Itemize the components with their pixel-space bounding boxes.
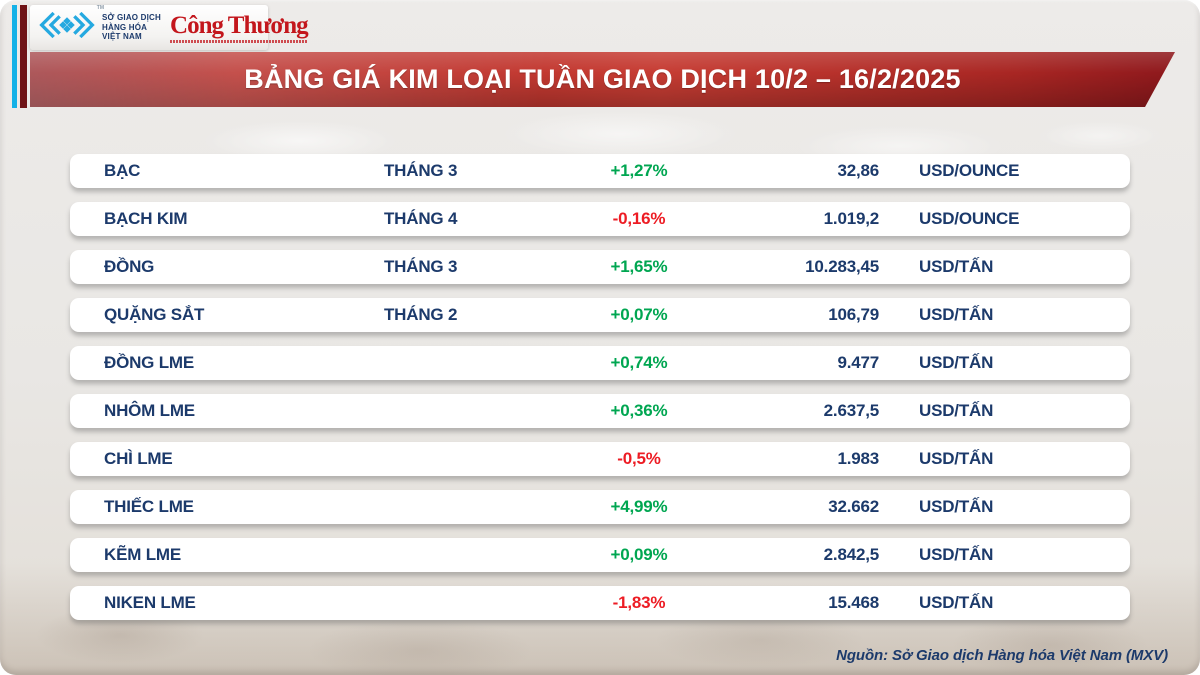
change-percent: -1,83% — [612, 593, 666, 612]
commodity-name: ĐỒNG LME — [104, 353, 195, 372]
table-row: ĐỒNG LME +0,74% 9.477 USD/TẤN — [70, 346, 1130, 380]
table-row: THIẾC LME +4,99% 32.662 USD/TẤN — [70, 490, 1130, 524]
price-unit: USD/OUNCE — [919, 161, 1020, 180]
commodity-name: NHÔM LME — [104, 401, 195, 420]
change-percent: +0,36% — [610, 401, 668, 420]
price-value: 10.283,45 — [805, 257, 879, 276]
price-unit: USD/TẤN — [919, 257, 994, 276]
price-unit: USD/TẤN — [919, 497, 994, 516]
table-row: BẠC THÁNG 3 +1,27% 32,86 USD/OUNCE — [70, 154, 1130, 188]
congthuong-wordmark: Công Thương — [170, 11, 309, 39]
price-value: 32.662 — [828, 497, 879, 516]
commodity-name: BẠC — [104, 161, 141, 180]
table-row: BẠCH KIM THÁNG 4 -0,16% 1.019,2 USD/OUNC… — [70, 202, 1130, 236]
left-accent-bar-maroon — [20, 5, 27, 108]
change-percent: +0,07% — [610, 305, 668, 324]
change-percent: +1,65% — [610, 257, 668, 276]
contract-month: THÁNG 3 — [384, 257, 458, 276]
table-row: ĐỒNG THÁNG 3 +1,65% 10.283,45 USD/TẤN — [70, 250, 1130, 284]
price-value: 106,79 — [828, 305, 879, 324]
price-value: 2.842,5 — [823, 545, 880, 564]
mxv-name-line2: HÀNG HÓA — [102, 22, 148, 32]
price-table: BẠC THÁNG 3 +1,27% 32,86 USD/OUNCE BẠCH … — [70, 154, 1130, 620]
mxv-exchange-name: SỞ GIAO DỊCH HÀNG HÓA VIỆT NAM — [102, 13, 161, 42]
commodity-name: NIKEN LME — [104, 593, 196, 612]
price-unit: USD/TẤN — [919, 305, 994, 324]
contract-month: THÁNG 3 — [384, 161, 458, 180]
price-value: 32,86 — [837, 161, 879, 180]
commodity-name: QUẶNG SẮT — [104, 305, 205, 324]
commodity-name: BẠCH KIM — [104, 209, 188, 228]
price-value: 9.477 — [837, 353, 879, 372]
mxv-diamond-icon: TM — [39, 5, 104, 48]
mxv-name-line3: VIỆT NAM — [102, 32, 142, 42]
source-credit: Nguồn: Sở Giao dịch Hàng hóa Việt Nam (M… — [836, 647, 1168, 664]
change-percent: +4,99% — [610, 497, 668, 516]
price-unit: USD/TẤN — [919, 593, 994, 612]
page-title: BẢNG GIÁ KIM LOẠI TUẦN GIAO DỊCH 10/2 – … — [244, 64, 961, 94]
price-unit: USD/TẤN — [919, 545, 994, 564]
change-percent: +0,09% — [610, 545, 668, 564]
trademark-symbol: TM — [96, 5, 104, 11]
commodity-name: ĐỒNG — [104, 257, 155, 276]
price-unit: USD/TẤN — [919, 401, 994, 420]
table-row: QUẶNG SẮT THÁNG 2 +0,07% 106,79 USD/TẤN — [70, 298, 1130, 332]
commodity-name: CHÌ LME — [104, 449, 173, 468]
price-value: 1.983 — [837, 449, 879, 468]
table-row: NHÔM LME +0,36% 2.637,5 USD/TẤN — [70, 394, 1130, 428]
contract-month: THÁNG 4 — [384, 209, 458, 228]
change-percent: +0,74% — [610, 353, 668, 372]
price-unit: USD/OUNCE — [919, 209, 1020, 228]
commodity-name: THIẾC LME — [104, 497, 194, 516]
contract-month: THÁNG 2 — [384, 305, 458, 324]
congthuong-logo: Công Thương — [170, 11, 309, 43]
mxv-name-line1: SỞ GIAO DỊCH — [102, 13, 162, 23]
table-row: NIKEN LME -1,83% 15.468 USD/TẤN — [70, 586, 1130, 620]
commodity-name: KẼM LME — [104, 545, 181, 564]
table-row: CHÌ LME -0,5% 1.983 USD/TẤN — [70, 442, 1130, 476]
table-row: KẼM LME +0,09% 2.842,5 USD/TẤN — [70, 538, 1130, 572]
price-value: 2.637,5 — [823, 401, 880, 420]
change-percent: -0,16% — [612, 209, 666, 228]
left-accent-bar-cyan — [12, 5, 17, 108]
congthuong-tagline-rule — [170, 39, 308, 43]
change-percent: +1,27% — [610, 161, 668, 180]
change-percent: -0,5% — [617, 449, 661, 468]
title-banner: BẢNG GIÁ KIM LOẠI TUẦN GIAO DỊCH 10/2 – … — [30, 52, 1175, 107]
mxv-logo: TM SỞ GIAO DỊCH HÀNG HÓA VIỆT NAM Công T… — [30, 5, 309, 50]
price-unit: USD/TẤN — [919, 449, 994, 468]
price-unit: USD/TẤN — [919, 353, 994, 372]
price-value: 1.019,2 — [823, 209, 880, 228]
price-value: 15.468 — [828, 593, 879, 612]
